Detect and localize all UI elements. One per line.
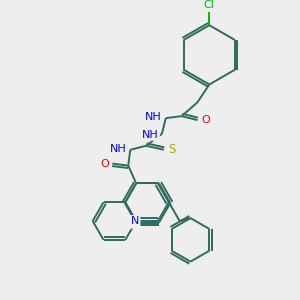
Text: N: N bbox=[131, 216, 140, 226]
Text: N: N bbox=[131, 218, 140, 228]
Text: NH: NH bbox=[142, 130, 159, 140]
Text: S: S bbox=[168, 143, 176, 156]
Text: O: O bbox=[100, 159, 109, 169]
Text: Cl: Cl bbox=[204, 0, 215, 11]
Text: O: O bbox=[201, 115, 210, 125]
Text: NH: NH bbox=[145, 112, 162, 122]
Text: NH: NH bbox=[110, 144, 126, 154]
